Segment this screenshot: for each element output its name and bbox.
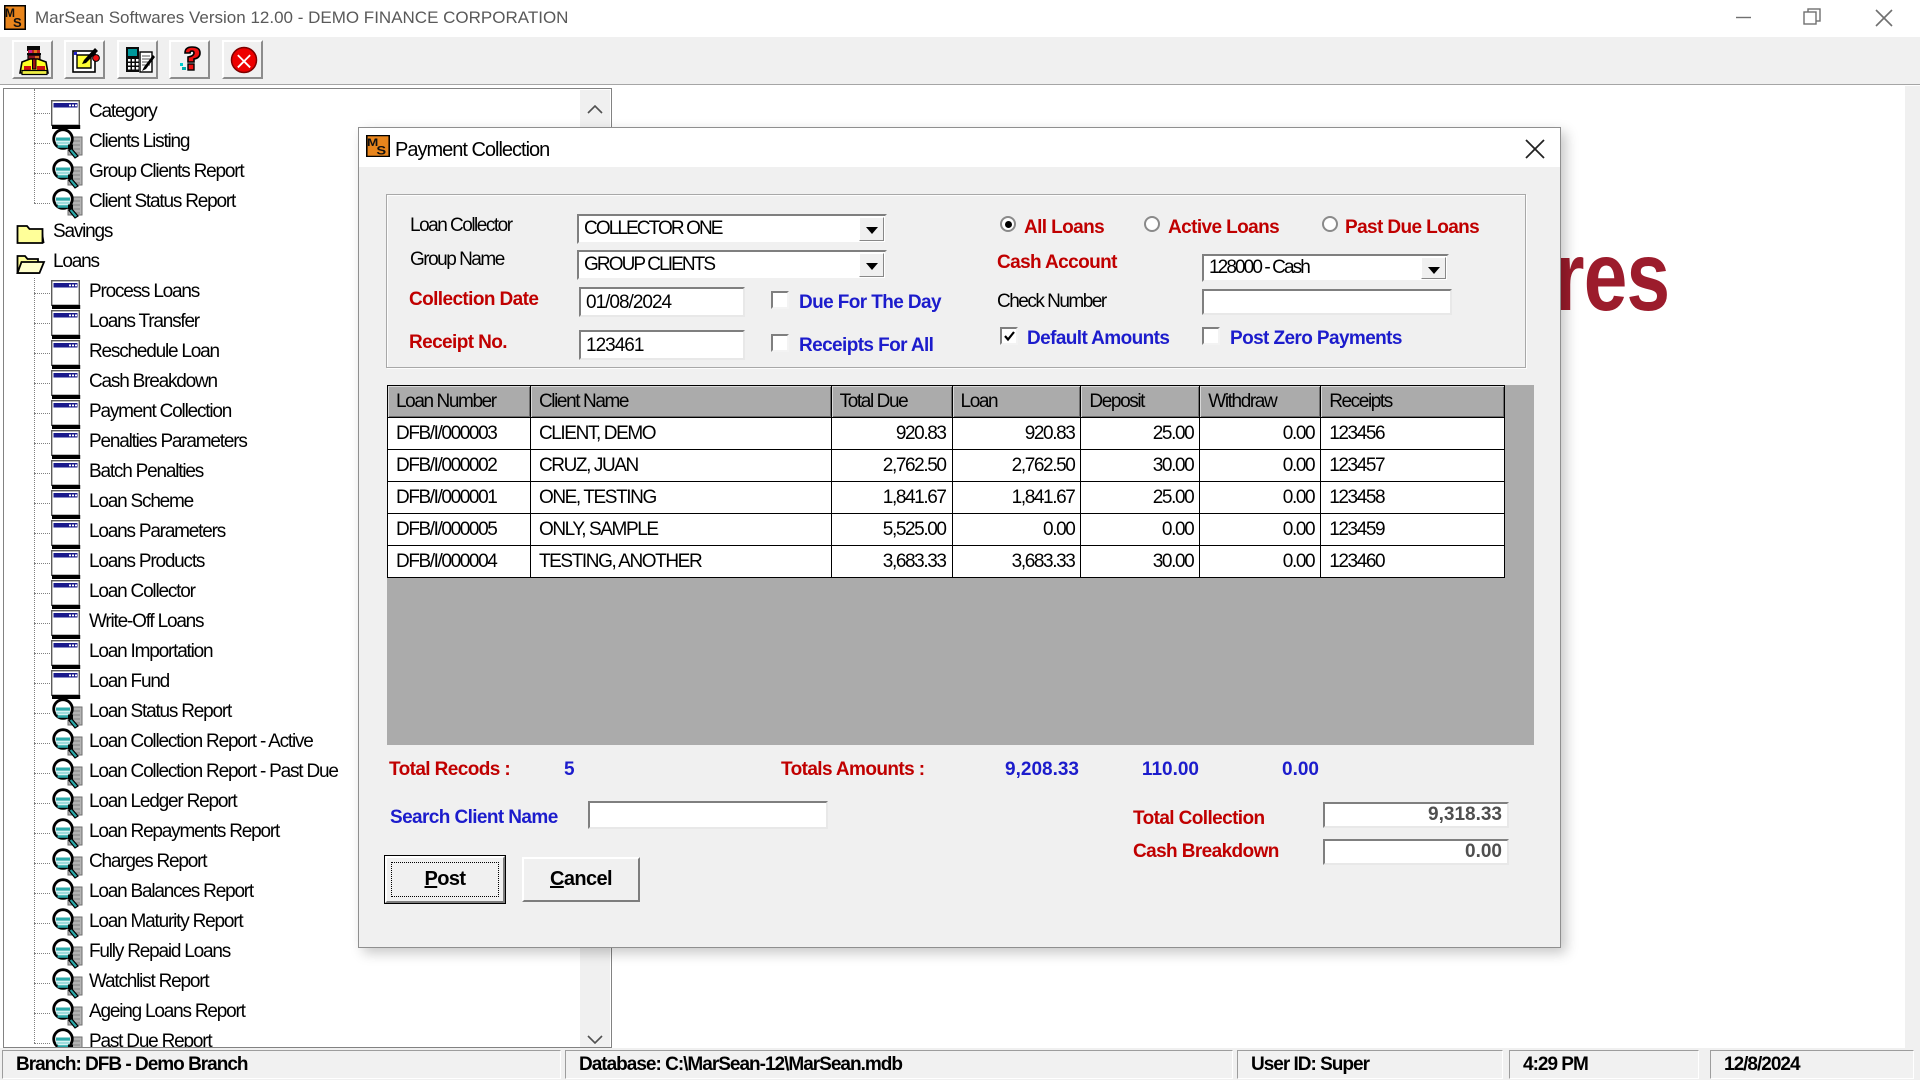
svg-text:M: M <box>5 6 15 20</box>
svg-text:S: S <box>13 15 22 30</box>
svg-text:S: S <box>376 144 386 157</box>
svg-text:M: M <box>367 136 378 148</box>
